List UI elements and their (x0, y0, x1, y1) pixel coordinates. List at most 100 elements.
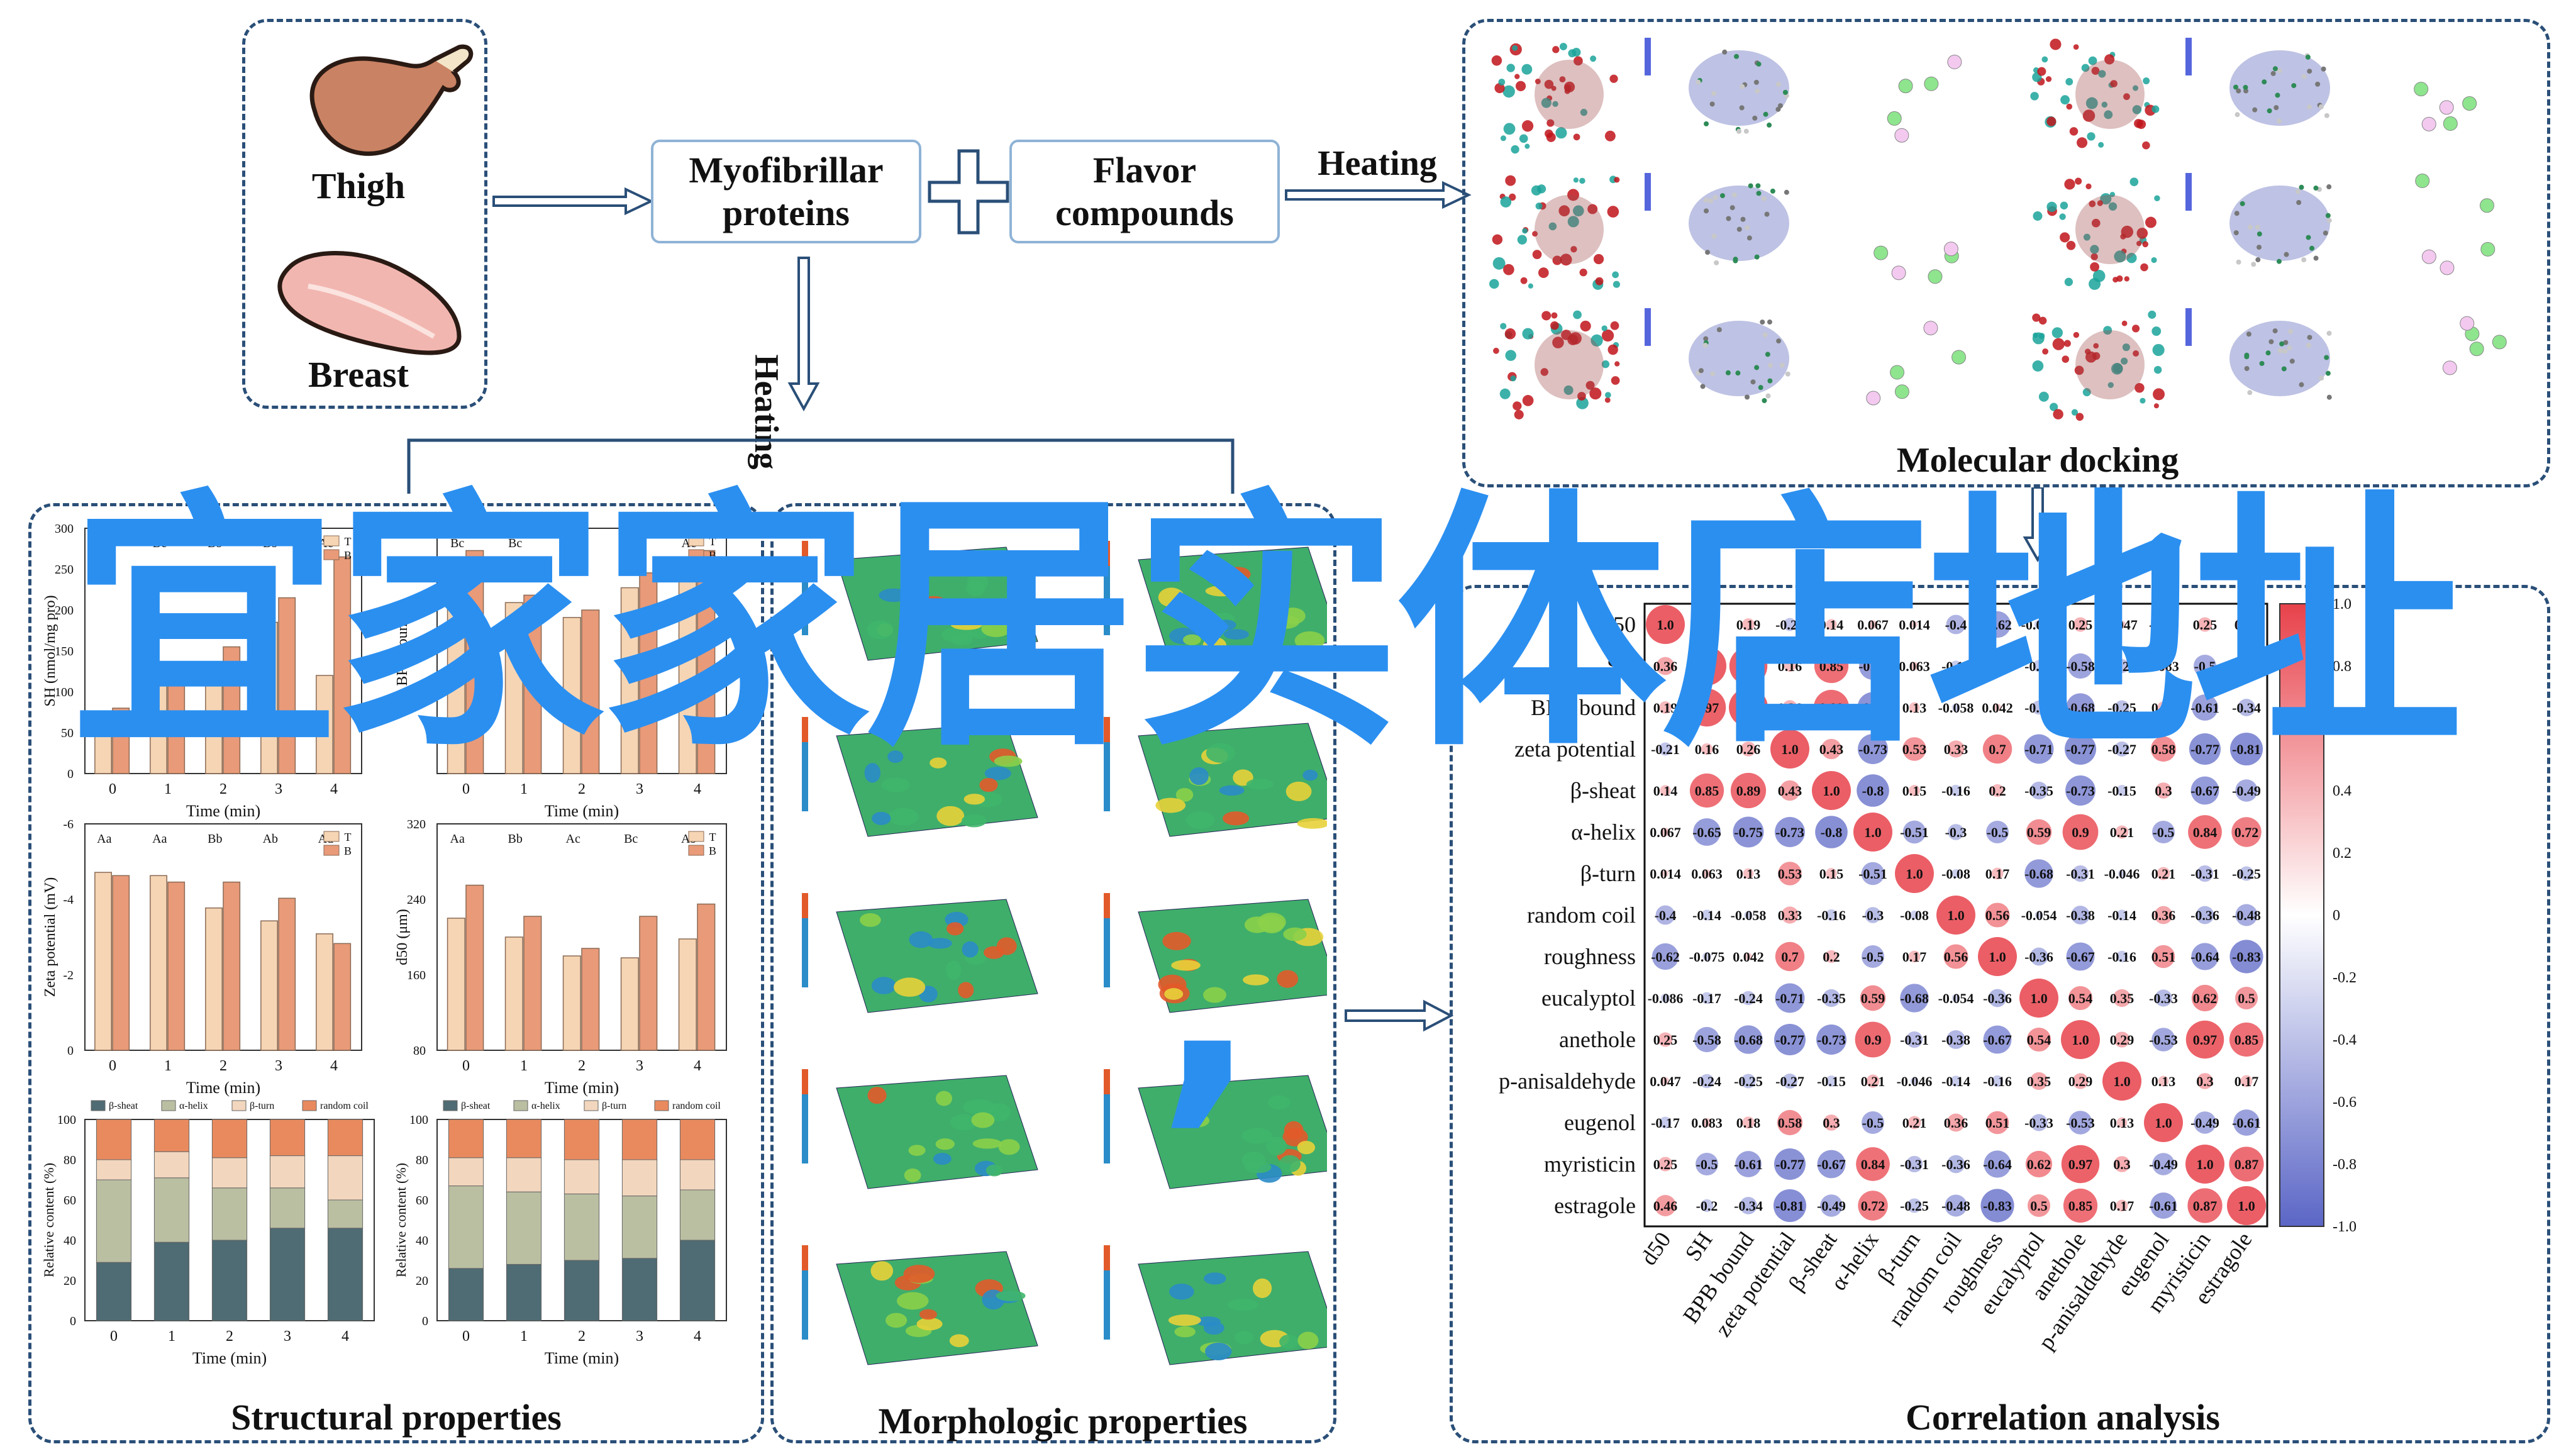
protein-atom (2152, 343, 2165, 357)
surface-peak (903, 1265, 935, 1284)
protein-atom (1499, 388, 1511, 399)
surface-peak (1203, 987, 1226, 1003)
stack-segment-α-helix (564, 1193, 600, 1261)
protein-atom (1521, 120, 1534, 132)
ligand-atom (2307, 104, 2312, 110)
correlation-circle (1865, 907, 1881, 923)
correlation-circle (1947, 740, 1965, 758)
afm-surface (802, 1245, 1038, 1365)
x-tick-label: 3 (275, 781, 282, 797)
stack-segment-random coil (679, 1119, 716, 1160)
protein-atom (2133, 350, 2140, 357)
correlation-value: 0.53 (1902, 741, 1927, 757)
protein-atom (1593, 253, 1604, 265)
correlation-circle (2112, 989, 2131, 1008)
stack-segment-random coil (448, 1119, 484, 1158)
correlation-value: 1.0 (1989, 949, 2006, 965)
protein-atom (2045, 76, 2052, 82)
correlation-circle (1950, 784, 1962, 797)
correlation-value: -0.83 (1983, 1198, 2012, 1214)
molecular-docking-title: Molecular docking (1896, 441, 2179, 480)
correlation-value: -0.054 (2021, 908, 2057, 923)
protein-atom (2085, 183, 2092, 190)
correlation-value: -0.61 (1734, 1157, 1763, 1172)
ligand-atom (1784, 189, 1789, 195)
correlation-value: 0.17 (2235, 1074, 2259, 1089)
correlation-circle (1701, 992, 1713, 1004)
correlation-value: 0.21 (2151, 866, 2176, 882)
protein-atom (1502, 85, 1515, 98)
protein-atom (2112, 277, 2119, 283)
correlation-circle (2158, 1075, 2169, 1087)
ligand-atom (1705, 250, 1711, 255)
correlation-circle (1741, 1074, 1756, 1089)
protein-atom (1524, 143, 1530, 149)
ligand-atom (2257, 231, 2262, 237)
protein-atom (1520, 277, 1528, 284)
protein-atom (1546, 119, 1555, 127)
surface-peak (1216, 619, 1236, 630)
legend-swatch-B (323, 549, 340, 560)
ligand-atom (2234, 211, 2240, 216)
ligand-atom (2306, 343, 2311, 348)
bar-B (223, 881, 241, 1051)
protein-atom (1550, 321, 1559, 330)
protein-atom (1559, 76, 1566, 83)
protein-atom (2124, 276, 2129, 282)
bar-B (639, 916, 658, 1051)
ligand-atom (2267, 108, 2272, 114)
correlation-circle (1701, 909, 1713, 921)
correlation-value: 0.26 (1736, 741, 1761, 757)
x-tick-label: 3 (284, 1328, 291, 1345)
surface-peak (1206, 743, 1235, 763)
row-label: p-anisaldehyde (1499, 1069, 1636, 1094)
surface-peak (1268, 1095, 1291, 1110)
ligand-atom (2255, 257, 2261, 263)
correlation-value: 0.59 (1861, 991, 1885, 1006)
protein-atom (1491, 55, 1502, 66)
ligand-atom (2284, 252, 2289, 257)
y-axis-label: Zeta potential (mV) (42, 877, 58, 997)
protein-atom (2075, 413, 2084, 421)
protein-atom (1607, 344, 1618, 355)
correlation-value: -0.24 (1692, 1074, 1721, 1089)
protein-atom (1573, 205, 1584, 217)
ligand-atom (1746, 235, 1752, 241)
stack-segment-β-turn (679, 1159, 716, 1191)
afm-surface (802, 717, 1038, 837)
correlation-circle (2062, 814, 2099, 850)
correlation-circle (1816, 1024, 1846, 1055)
ligand-atom (2268, 339, 2274, 345)
protein-atom (1563, 385, 1574, 395)
legend-label-T: T (709, 535, 716, 548)
ligand-atom (1760, 319, 1765, 325)
surface-peak (1294, 631, 1325, 650)
protein-atom (2097, 200, 2103, 206)
surface-peak (867, 1087, 887, 1104)
protein-atom (2066, 241, 2076, 250)
bar-chart-d50: 0Aa1Bb2Ac3Bc4AbTime (min)d50 (μm)8016024… (394, 818, 727, 1097)
correlation-circle (1909, 910, 1919, 920)
correlation-circle (2034, 619, 2044, 630)
y-tick-label: 20 (416, 1274, 428, 1288)
surface-peak (961, 814, 987, 828)
correlation-value: -0.36 (1983, 991, 2012, 1006)
protein-atom (2129, 177, 2139, 186)
correlation-value: -0.67 (1817, 1157, 1846, 1172)
protein-atom (2101, 101, 2108, 108)
colorbar-tick-label: -0.8 (2333, 1157, 2357, 1173)
correlation-circle (1990, 784, 2004, 797)
correlation-value: -0.14 (1692, 908, 1721, 923)
ligand-atom (1767, 122, 1772, 128)
correlation-value: -0.51 (1858, 866, 1887, 882)
surface-peak (1182, 634, 1201, 645)
ligand-atom (2323, 230, 2328, 236)
correlation-value: -0.73 (1817, 1032, 1846, 1048)
correlation-value: -0.77 (1775, 1157, 1804, 1172)
correlation-value: -0.24 (2024, 700, 2053, 716)
correlation-circle (1946, 1155, 1965, 1174)
protein-atom (2065, 78, 2074, 86)
x-tick-label: 0 (462, 1328, 470, 1345)
row-label: eugenol (1564, 1110, 1636, 1135)
